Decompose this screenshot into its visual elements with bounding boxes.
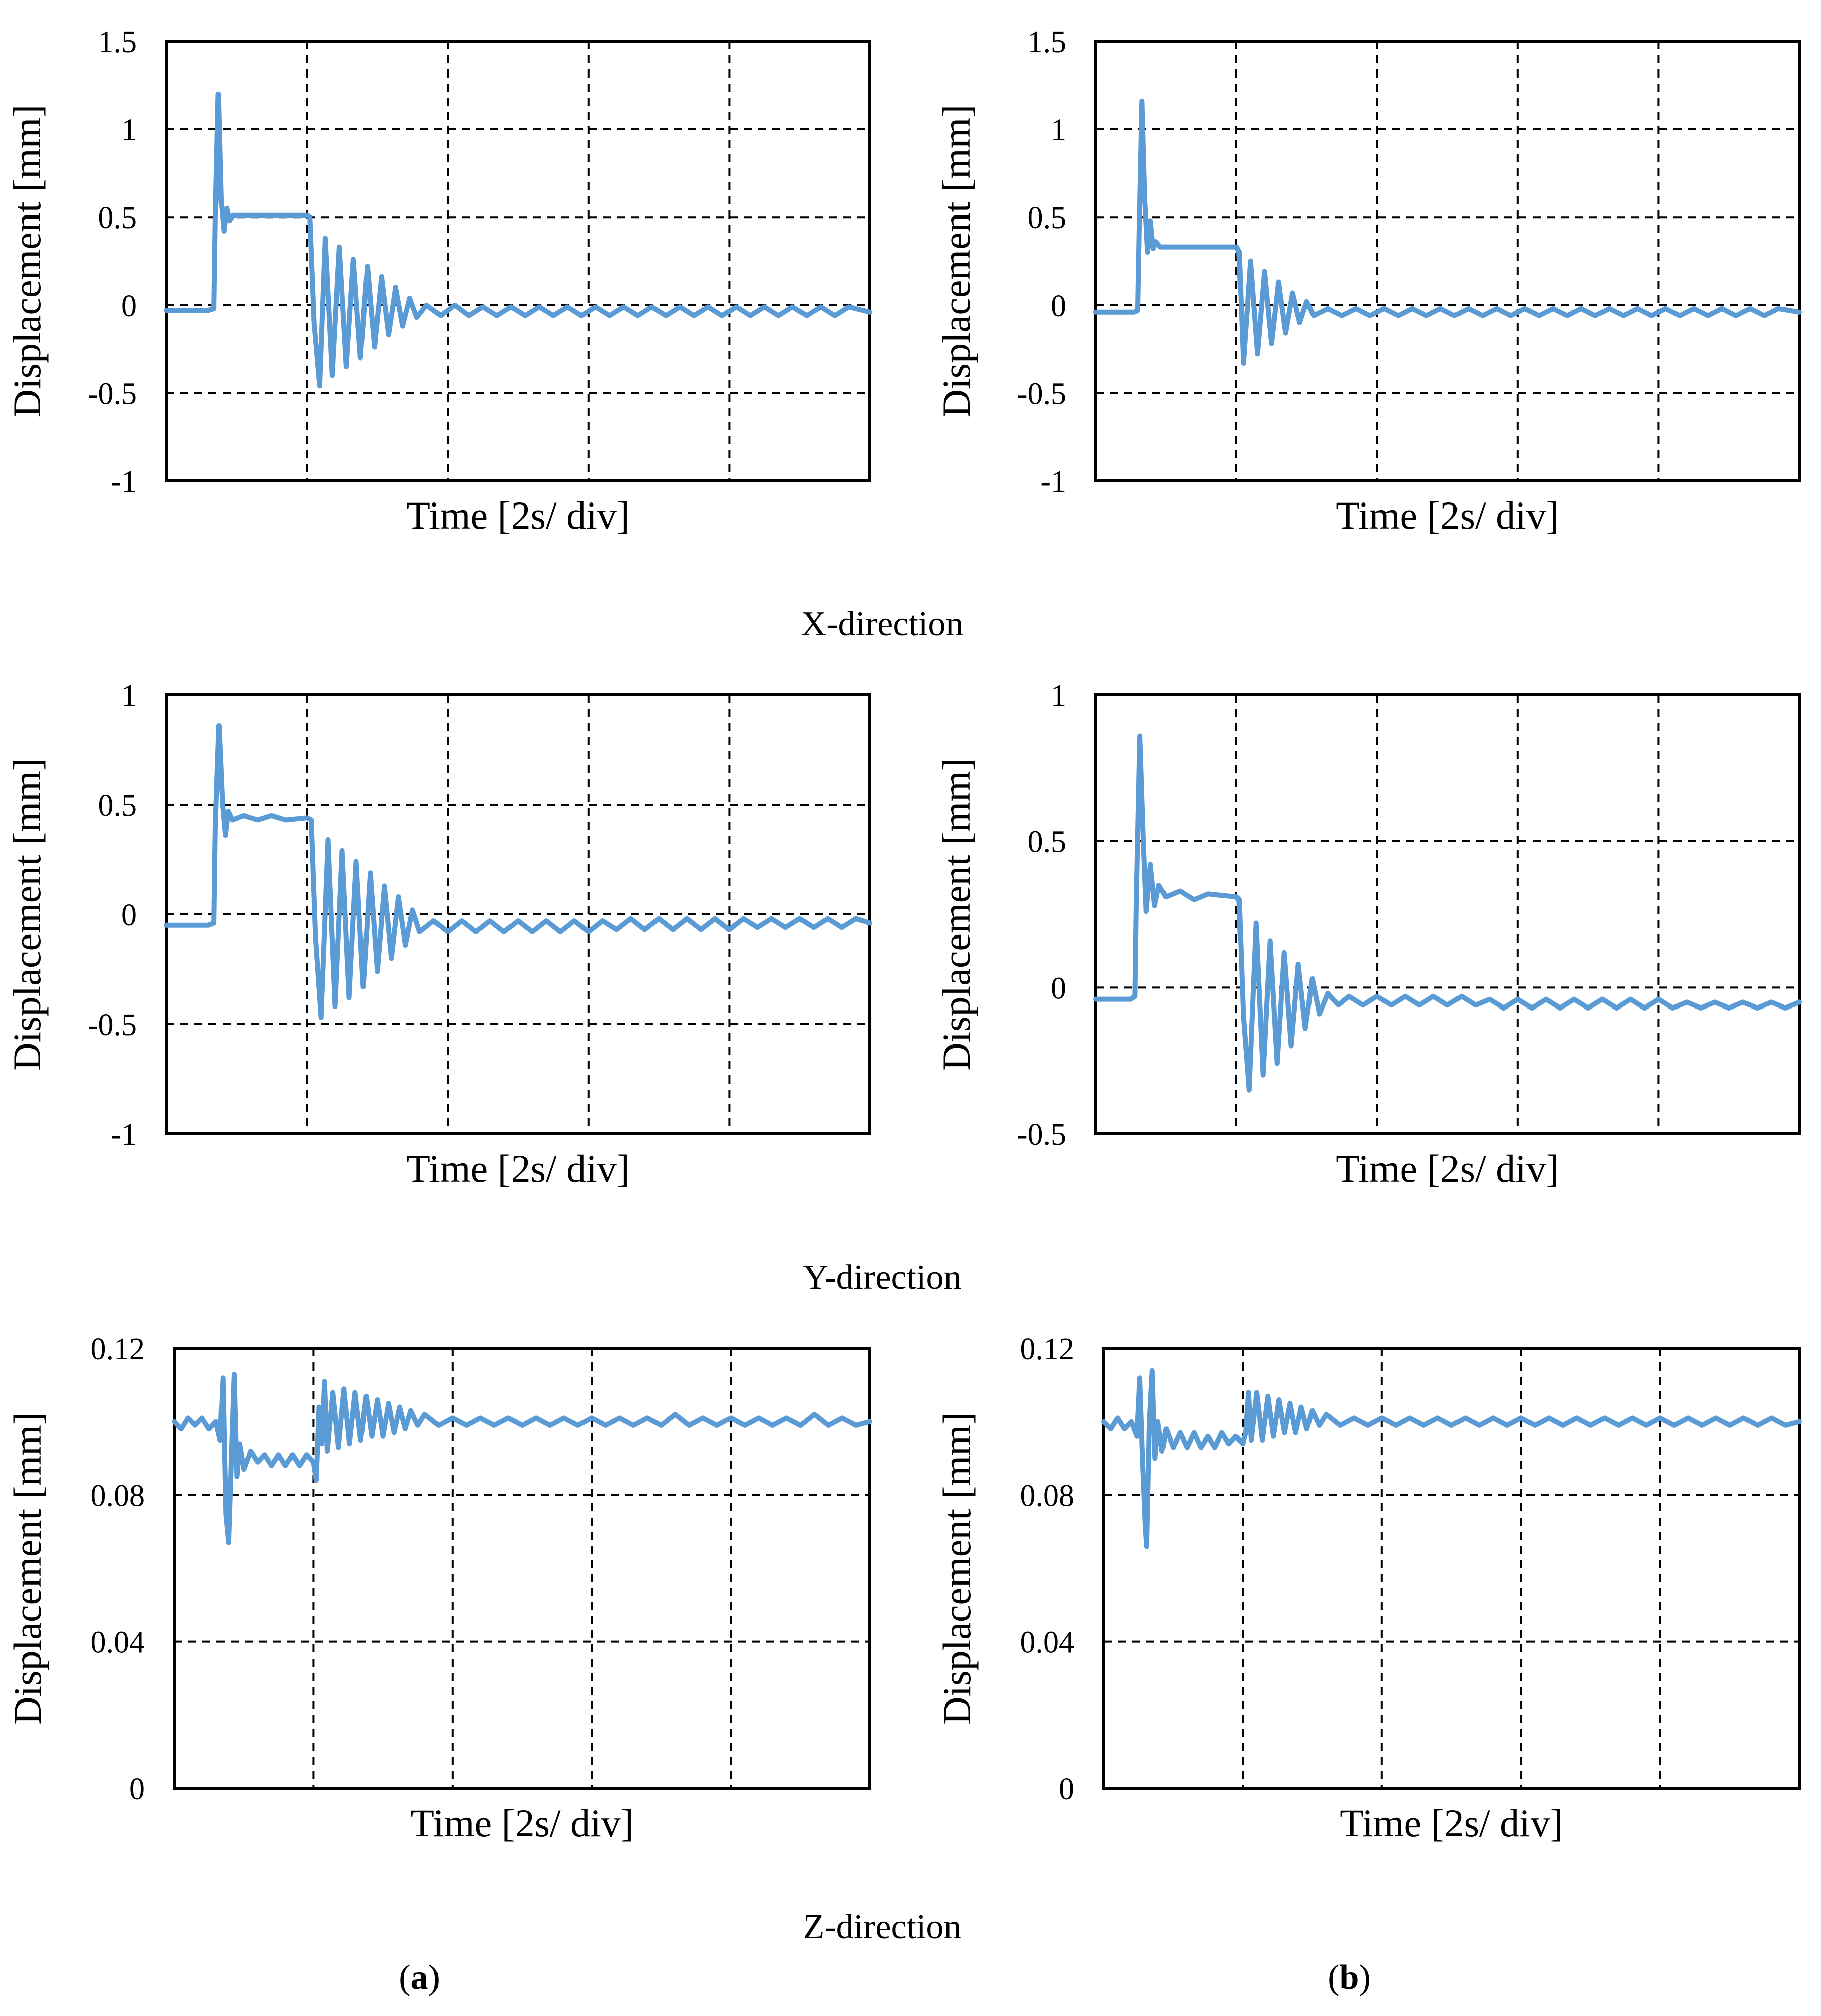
y-tick-label: 0.08 [91, 1479, 145, 1513]
y-tick-label: 0 [1059, 1772, 1074, 1807]
plot-frame [173, 1347, 871, 1790]
y-tick-label: 1 [1051, 679, 1066, 713]
plot-frame [1094, 693, 1801, 1135]
x-axis-label: Time [2s/ div] [406, 1146, 630, 1190]
y-tick-label: 0 [121, 898, 137, 932]
y-axis-label: Displacement [mm] [5, 758, 49, 1071]
y-tick-label: -1 [111, 465, 137, 499]
panel-label-b-letter: b [1340, 1958, 1359, 1997]
y-tick-label: 0.5 [98, 201, 137, 235]
y-tick-label: 1.5 [98, 25, 137, 59]
y-axis-label: Displacement [mm] [5, 105, 49, 418]
plot-frame [1094, 40, 1801, 482]
y-tick-label: 0 [1051, 971, 1066, 1005]
chart-zb: 0.12 0.08 0.04 0 Time [2s/ div] Displacement … [935, 1332, 1802, 1845]
y-tick-label: 0.5 [1028, 201, 1067, 235]
caption-x-direction: X-direction [801, 605, 964, 643]
y-tick-label: 0 [121, 289, 137, 323]
series-line [1093, 98, 1802, 366]
plot-frame [165, 693, 871, 1135]
chart-yb: 1 0.5 0 -0.5 Time [2s/ div] Displacement [mm] [934, 679, 1802, 1190]
x-axis-label: Time [2s/ div] [406, 493, 630, 537]
x-axis-label: Time [2s/ div] [1336, 493, 1559, 537]
y-tick-label: 0 [1051, 289, 1066, 323]
y-axis-label: Displacement [mm] [6, 1412, 49, 1725]
panel-label-a: (a) [399, 1958, 440, 1997]
y-tick-label: -1 [1040, 465, 1066, 499]
y-tick-label: 0.12 [1020, 1332, 1075, 1366]
y-tick-label: -0.5 [1017, 1118, 1066, 1152]
y-tick-label: 1 [1051, 113, 1066, 148]
chart-za: 0.12 0.08 0.04 0 Time [2s/ div] Displacement … [6, 1332, 872, 1845]
y-tick-label: -0.5 [88, 1008, 137, 1042]
y-axis-label: Displacement [mm] [934, 758, 978, 1071]
y-tick-label: 1 [121, 679, 137, 713]
x-axis-label: Time [2s/ div] [1340, 1801, 1563, 1845]
y-tick-label: 0.04 [91, 1626, 145, 1660]
chart-xa: 1.5 1 0.5 0 -0.5 -1 Time [2s/ div] Displacement… [5, 25, 872, 537]
y-tick-label: 0 [129, 1772, 145, 1807]
series-line [1101, 1367, 1802, 1549]
x-axis-label: Time [2s/ div] [410, 1801, 634, 1845]
plot-frame [1102, 1347, 1801, 1790]
x-axis-label: Time [2s/ div] [1336, 1146, 1559, 1190]
caption-y-direction: Y-direction [803, 1258, 962, 1297]
y-tick-label: 1.5 [1028, 25, 1067, 59]
y-tick-label: -0.5 [1017, 377, 1066, 411]
y-axis-label: Displacement [mm] [935, 1412, 979, 1725]
y-tick-label: 1 [121, 113, 137, 148]
y-tick-label: 0.12 [91, 1332, 145, 1366]
series-line [164, 723, 872, 1020]
y-tick-label: -0.5 [88, 377, 137, 411]
series-line [1093, 733, 1802, 1093]
y-tick-label: 0.5 [98, 788, 137, 823]
series-line [164, 91, 872, 389]
chart-ya: 1 0.5 0 -0.5 -1 Time [2s/ div] Displacement [m… [5, 679, 872, 1190]
y-tick-label: 0.5 [1028, 825, 1067, 859]
y-tick-label: -1 [111, 1118, 137, 1152]
y-tick-label: 0.08 [1020, 1479, 1075, 1513]
chart-xb: 1.5 1 0.5 0 -0.5 -1 Time [2s/ div] Displacement… [934, 25, 1802, 537]
panel-label-b: (b) [1328, 1958, 1371, 1997]
y-tick-label: 0.04 [1020, 1626, 1075, 1660]
y-axis-label: Displacement [mm] [934, 105, 978, 418]
charts-layer: 1.5 1 0.5 0 -0.5 -1 Time [2s/ div] Displacement… [5, 25, 1802, 1845]
panel-label-a-letter: a [411, 1958, 428, 1997]
series-line [172, 1372, 872, 1545]
plot-frame [165, 40, 871, 482]
caption-z-direction: Z-direction [803, 1908, 962, 1947]
